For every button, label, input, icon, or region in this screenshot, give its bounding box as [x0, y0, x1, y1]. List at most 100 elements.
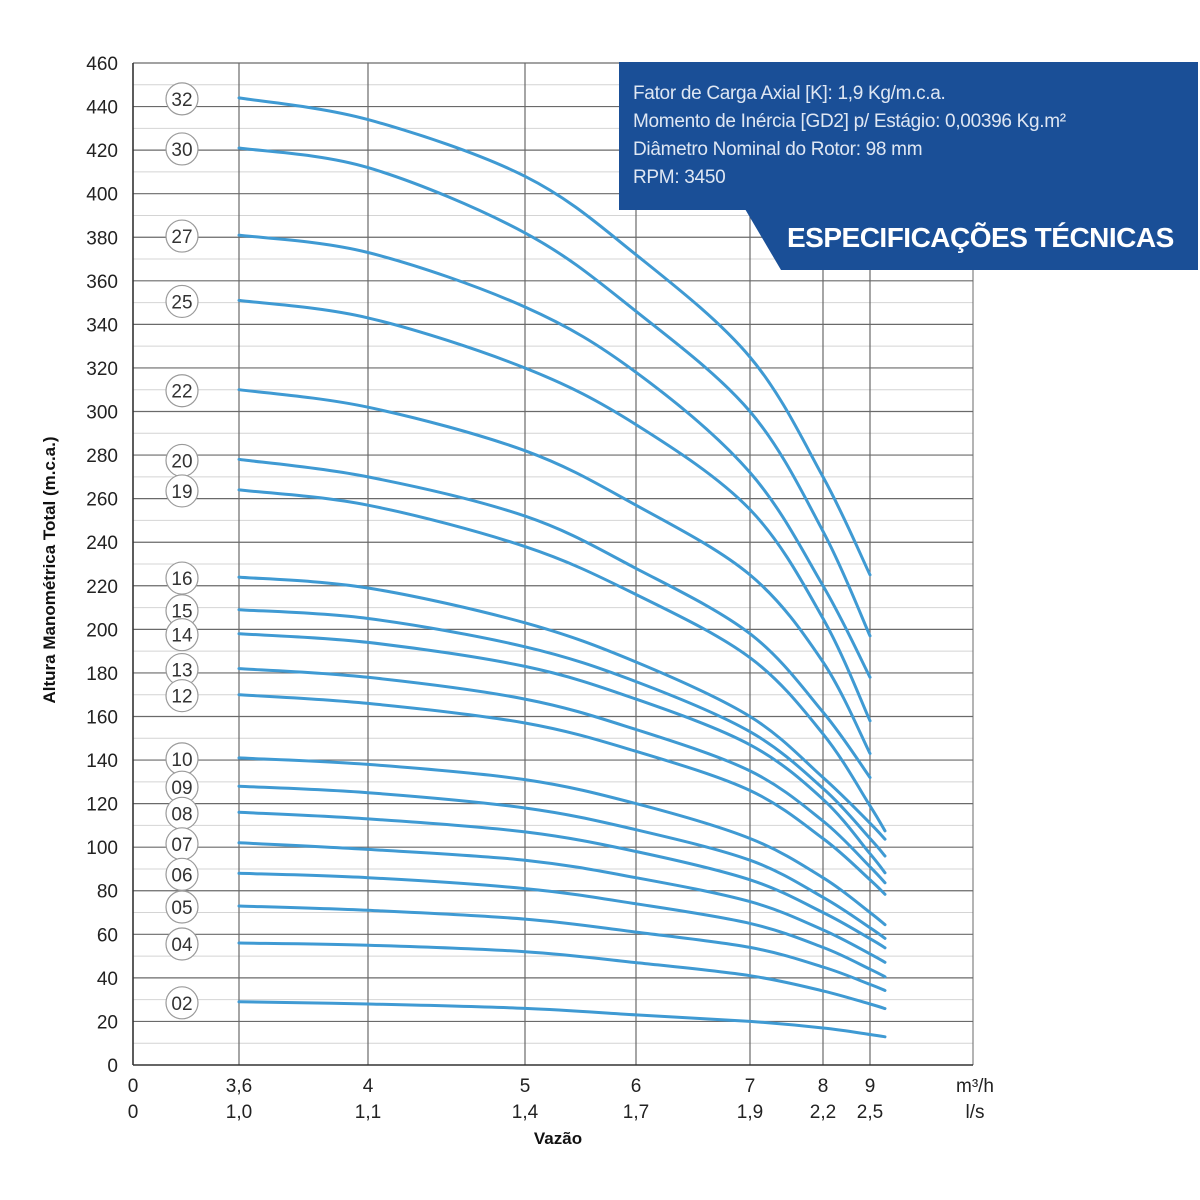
- y-tick-label: 100: [86, 838, 118, 859]
- x-tick-label-secondary: 1,0: [226, 1102, 252, 1123]
- y-tick-label: 140: [86, 751, 118, 772]
- x-tick-label-primary: 9: [865, 1076, 876, 1097]
- x-tick-label-secondary: 1,7: [623, 1102, 649, 1123]
- specifications-banner: ESPECIFICAÇÕES TÉCNICAS: [745, 209, 1198, 270]
- stage-label: 07: [171, 835, 192, 856]
- stage-label: 04: [171, 935, 193, 956]
- spec-line-inertia: Momento de Inércia [GD2] p/ Estágio: 0,0…: [633, 111, 1066, 132]
- y-tick-label: 80: [97, 882, 118, 903]
- y-tick-label: 280: [86, 446, 118, 467]
- curve-stage-22: [237, 388, 872, 755]
- y-tick-label: 340: [86, 315, 118, 336]
- x-tick-label-primary: 4: [363, 1076, 374, 1097]
- y-tick-label: 60: [97, 925, 118, 946]
- stage-label: 05: [171, 898, 192, 919]
- stage-circle: [165, 618, 199, 652]
- y-tick-label: 260: [86, 490, 118, 511]
- stage-label: 30: [171, 140, 192, 161]
- banner-title: ESPECIFICAÇÕES TÉCNICAS: [787, 222, 1174, 253]
- x-unit-primary: m³/h: [956, 1076, 994, 1097]
- stage-label: 08: [171, 804, 192, 825]
- y-tick-label: 380: [86, 228, 118, 249]
- spec-line-axial-load: Fator de Carga Axial [K]: 1,9 Kg/m.c.a.: [633, 83, 946, 104]
- x-tick-label-secondary: 1,9: [737, 1102, 763, 1123]
- x-tick-label-secondary: 1,4: [512, 1102, 539, 1123]
- x-tick-label-primary: 7: [745, 1076, 756, 1097]
- curve-stage-10: [237, 756, 887, 927]
- stage-circle: [165, 374, 199, 408]
- banner-shape: [745, 209, 1198, 270]
- curve-stage-30: [237, 146, 872, 638]
- x-unit-secondary: l/s: [966, 1102, 985, 1123]
- x-tick-label-primary: 3,6: [226, 1076, 252, 1097]
- stage-label: 15: [171, 602, 192, 623]
- spec-line-rotor-diameter: Diâmetro Nominal do Rotor: 98 mm: [633, 139, 923, 160]
- stage-circle: [165, 82, 199, 116]
- stage-label: 32: [171, 90, 192, 111]
- x-axis-title: Vazão: [534, 1129, 582, 1148]
- curve-stage-13: [237, 667, 887, 885]
- stage-circle: [165, 927, 199, 961]
- curve-stage-02: [237, 1000, 887, 1039]
- y-tick-label: 200: [86, 620, 118, 641]
- curve-stage-06: [237, 871, 887, 979]
- curve-stage-08: [237, 810, 887, 950]
- y-tick-label: 120: [86, 795, 118, 816]
- stage-circle: [165, 679, 199, 713]
- x-tick-label-primary: 6: [631, 1076, 642, 1097]
- x-tick-label-secondary: 2,5: [857, 1102, 883, 1123]
- curve-stage-16: [237, 575, 887, 841]
- spec-line-rpm: RPM: 3450: [633, 167, 726, 188]
- y-tick-label: 460: [86, 54, 118, 75]
- curve-stage-32: [237, 96, 872, 577]
- stage-label: 02: [171, 994, 192, 1015]
- stage-label: 16: [171, 569, 192, 590]
- stage-label: 10: [171, 750, 192, 771]
- stage-circle: [165, 219, 199, 253]
- x-tick-label-secondary: 2,2: [810, 1102, 836, 1123]
- x-tick-label-primary: 0: [128, 1076, 139, 1097]
- stage-circle: [165, 890, 199, 924]
- curve-stage-15: [237, 608, 887, 858]
- curve-stage-19: [237, 488, 887, 833]
- specifications-box: Fator de Carga Axial [K]: 1,9 Kg/m.c.a. …: [619, 62, 1198, 210]
- x-tick-label-secondary: 0: [128, 1102, 139, 1123]
- y-tick-label: 180: [86, 664, 118, 685]
- y-tick-label: 320: [86, 359, 118, 380]
- y-tick-label: 40: [97, 969, 118, 990]
- stage-label: 25: [171, 292, 192, 313]
- spec-lines: Fator de Carga Axial [K]: 1,9 Kg/m.c.a. …: [633, 80, 1066, 192]
- y-tick-label: 20: [97, 1012, 118, 1033]
- curve-stage-05: [237, 904, 887, 992]
- y-tick-label: 0: [107, 1056, 118, 1077]
- stage-label: 12: [171, 687, 192, 708]
- curve-stage-07: [237, 841, 887, 964]
- stage-label: 09: [171, 778, 192, 799]
- stage-label: 19: [171, 482, 192, 503]
- curve-stage-20: [237, 457, 872, 779]
- y-tick-label: 400: [86, 185, 118, 206]
- curve-stage-04: [237, 941, 887, 1011]
- curve-stage-14: [237, 632, 887, 875]
- stage-label: 27: [171, 227, 192, 248]
- stage-circle: [165, 561, 199, 595]
- x-tick-label-primary: 5: [520, 1076, 531, 1097]
- stage-circle: [165, 986, 199, 1020]
- x-tick-label-secondary: 1,1: [355, 1102, 381, 1123]
- curve-stage-12: [237, 693, 887, 896]
- curve-stage-09: [237, 784, 887, 940]
- y-tick-label: 220: [86, 577, 118, 598]
- x-tick-label-primary: 8: [818, 1076, 829, 1097]
- stage-label: 06: [171, 865, 192, 886]
- stage-circle: [165, 132, 199, 166]
- y-tick-label: 240: [86, 533, 118, 554]
- y-tick-label: 360: [86, 272, 118, 293]
- stage-label: 14: [171, 626, 193, 647]
- y-tick-label: 300: [86, 403, 118, 424]
- y-axis-title: Altura Manométrica Total (m.c.a.): [40, 436, 59, 703]
- curve-stage-25: [237, 298, 872, 723]
- y-tick-label: 440: [86, 98, 118, 119]
- y-tick-label: 420: [86, 141, 118, 162]
- stage-circle: [165, 857, 199, 891]
